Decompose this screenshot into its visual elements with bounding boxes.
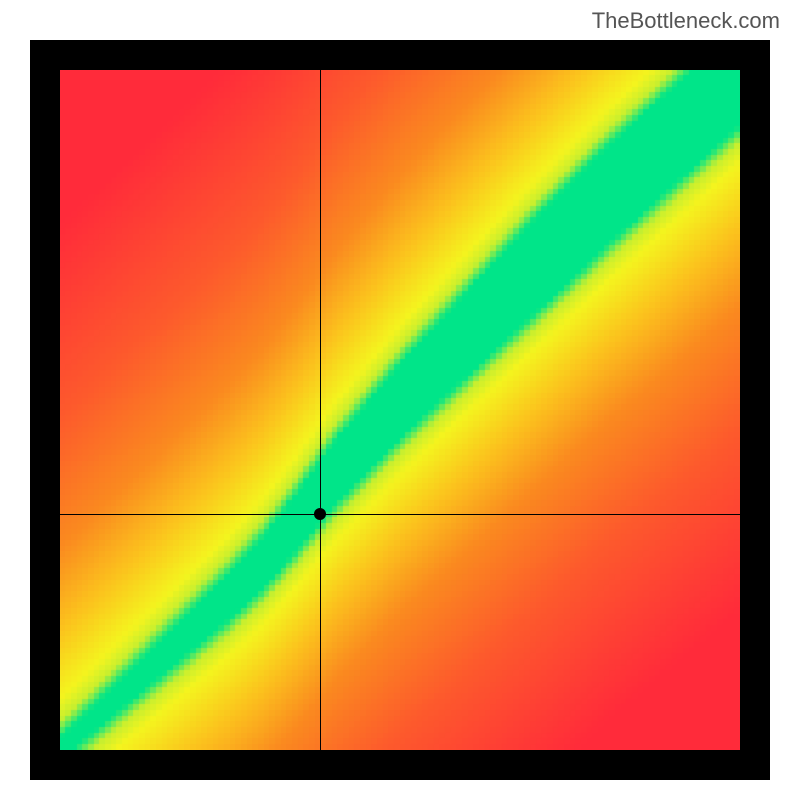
- chart-container: TheBottleneck.com: [0, 0, 800, 800]
- heatmap-canvas: [60, 70, 740, 750]
- marker-dot: [314, 508, 326, 520]
- crosshair-vertical: [320, 70, 321, 750]
- chart-frame: [30, 40, 770, 780]
- watermark-text: TheBottleneck.com: [592, 8, 780, 34]
- plot-area: [60, 70, 740, 750]
- crosshair-horizontal: [60, 514, 740, 515]
